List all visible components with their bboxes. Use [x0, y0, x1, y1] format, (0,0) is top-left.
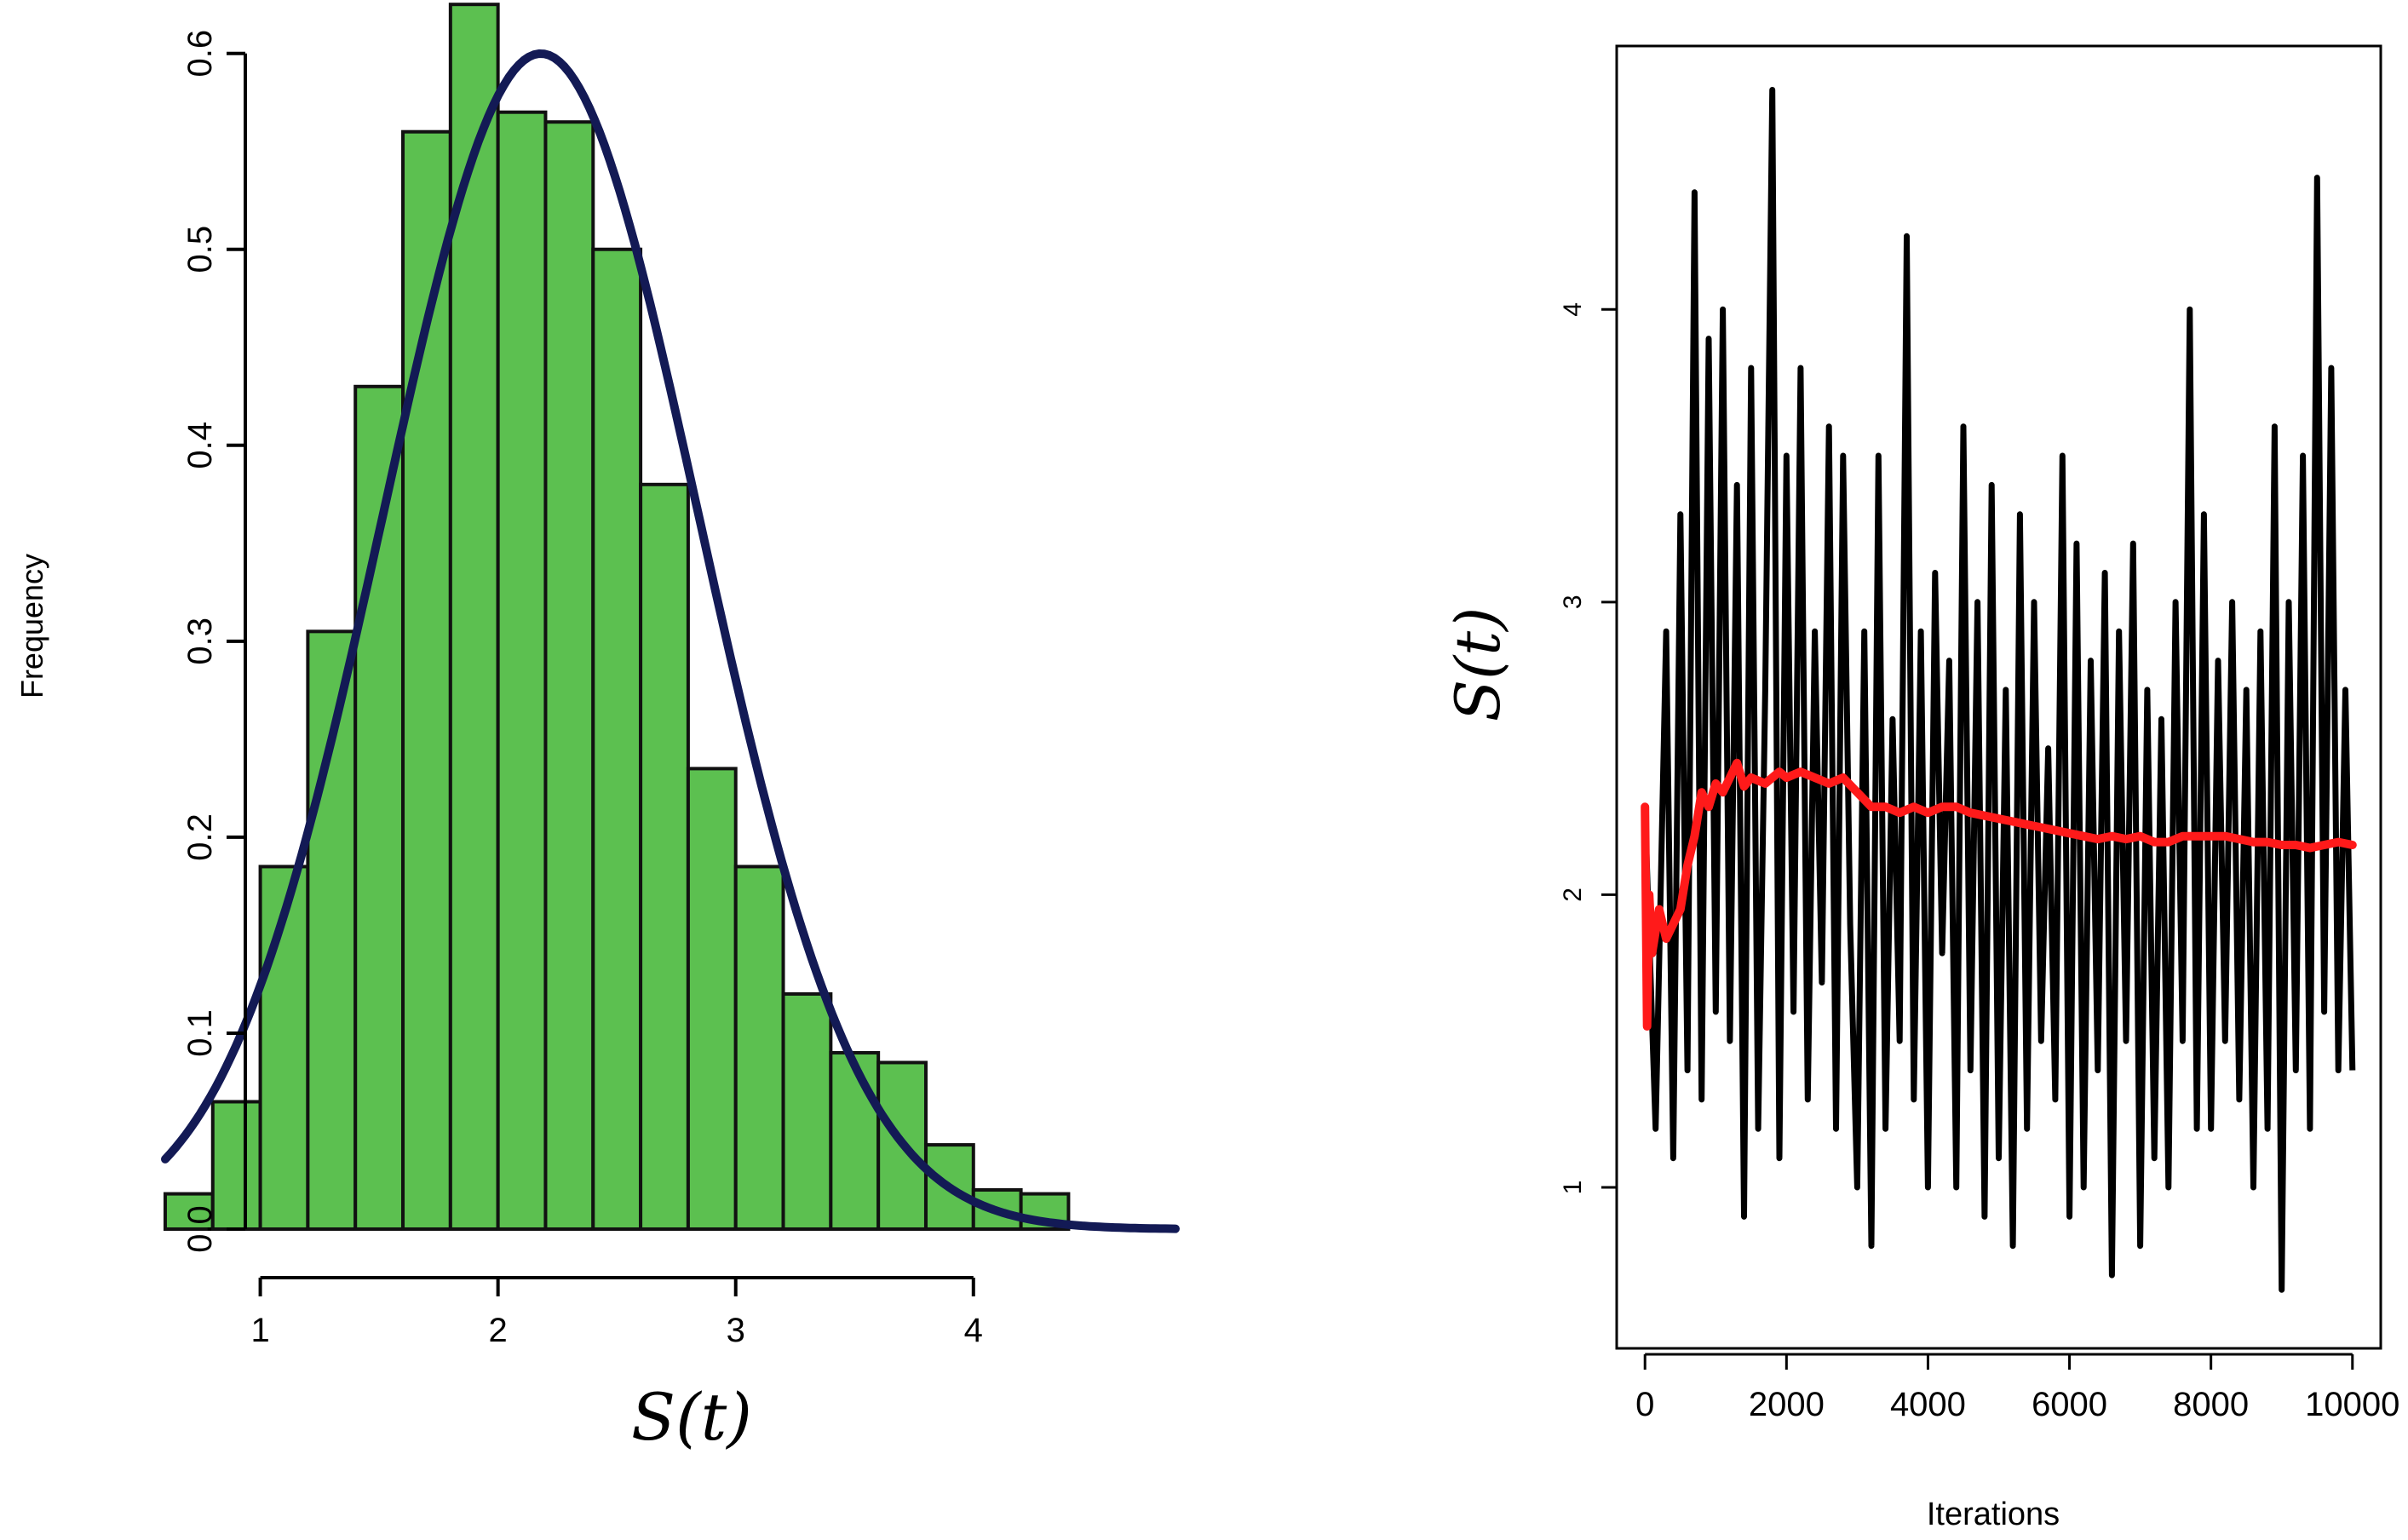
density-curve — [161, 49, 1180, 1233]
histogram-x-tick-label: 4 — [964, 1312, 983, 1349]
histogram-bar — [829, 1050, 881, 1231]
histogram-bar — [639, 482, 690, 1231]
histogram-x-tick-label: 3 — [727, 1312, 745, 1349]
histogram-y-tick-label: 0.1 — [181, 1009, 219, 1057]
histogram-y-tick-label: 0.5 — [181, 226, 219, 273]
histogram-bar — [353, 384, 405, 1231]
trace-y-tick-label: 4 — [1559, 302, 1587, 317]
trace-x-tick-label: 10000 — [2305, 1386, 2399, 1423]
trace-y-tick-label: 2 — [1559, 888, 1587, 902]
histogram-bar — [591, 247, 643, 1231]
histogram-y-tick-label: 0.0 — [181, 1205, 219, 1253]
trace-plot-box — [1615, 44, 2382, 1350]
histogram-chart: 0.0 0.1 0.2 0.3 0.4 0.5 0.6 1 2 3 4 Frequency S(t… — [14, 3, 1180, 1455]
histogram-y-tick-label: 0.4 — [181, 422, 219, 469]
trace-x-axis: 0 2000 4000 6000 8000 10000 — [1635, 1353, 2399, 1423]
histogram-y-axis: 0.0 0.1 0.2 0.3 0.4 0.5 0.6 — [181, 30, 247, 1253]
trace-x-tick-label: 4000 — [1890, 1386, 1966, 1423]
histogram-x-tick-label: 1 — [250, 1312, 269, 1349]
trace-x-tick-label: 2000 — [1749, 1386, 1825, 1423]
trace-x-tick-label: 6000 — [2032, 1386, 2107, 1423]
trace-y-axis-label: S(t) — [1442, 607, 1514, 721]
histogram-y-tick-label: 0.2 — [181, 813, 219, 861]
histogram-y-axis-label: Frequency — [14, 554, 49, 698]
trace-chart: 1 2 3 4 0 2000 4000 6000 8000 10000 S(t) Iterati… — [1442, 44, 2399, 1532]
trace-y-tick-label: 1 — [1559, 1181, 1587, 1195]
trace-series-line — [1641, 87, 2356, 1293]
histogram-bar — [401, 129, 452, 1231]
histogram-x-tick-label: 2 — [489, 1312, 508, 1349]
trace-y-axis: 1 2 3 4 — [1559, 302, 1617, 1194]
histogram-bar — [496, 110, 548, 1232]
histogram-bar — [306, 629, 358, 1231]
histogram-bar — [543, 120, 595, 1231]
histogram-x-axis-label: S(t) — [631, 1379, 752, 1455]
trace-x-tick-label: 8000 — [2173, 1386, 2249, 1423]
trace-x-tick-label: 0 — [1635, 1386, 1654, 1423]
histogram-bar — [210, 1100, 262, 1232]
histogram-bar — [163, 1192, 215, 1231]
histogram-x-axis: 1 2 3 4 — [250, 1276, 983, 1349]
histogram-bar — [733, 865, 785, 1231]
running-mean-line — [1641, 758, 2357, 1031]
histogram-bar — [686, 767, 738, 1231]
histogram-bar — [781, 991, 833, 1231]
trace-x-axis-label: Iterations — [1927, 1497, 2060, 1532]
histogram-y-tick-label: 0.6 — [181, 30, 219, 78]
trace-y-tick-label: 3 — [1559, 595, 1587, 609]
histogram-bar — [448, 3, 500, 1231]
histogram-y-tick-label: 0.3 — [181, 618, 219, 665]
